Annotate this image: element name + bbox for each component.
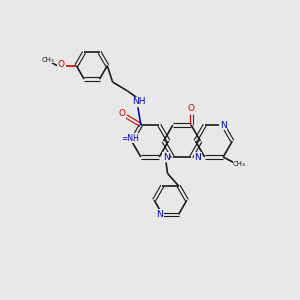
Text: =NH: =NH <box>121 134 139 142</box>
Text: N: N <box>163 152 170 161</box>
Text: O: O <box>118 109 125 118</box>
Text: N: N <box>220 121 226 130</box>
Text: CH₃: CH₃ <box>42 57 55 63</box>
Text: O: O <box>188 104 195 113</box>
Text: O: O <box>58 60 65 69</box>
Text: N: N <box>195 152 201 161</box>
Text: NH: NH <box>132 98 145 106</box>
Text: N: N <box>157 210 163 219</box>
Text: CH₃: CH₃ <box>233 160 246 166</box>
